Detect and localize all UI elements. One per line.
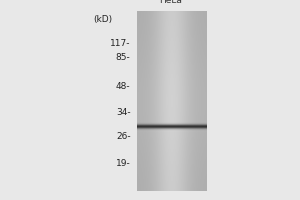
Text: 117-: 117-	[110, 39, 130, 48]
Text: 26-: 26-	[116, 132, 130, 141]
Text: (kD): (kD)	[93, 15, 112, 24]
Text: 19-: 19-	[116, 159, 130, 168]
Text: HeLa: HeLa	[160, 0, 182, 5]
Text: 34-: 34-	[116, 108, 130, 117]
Text: 85-: 85-	[116, 53, 130, 62]
Text: 48-: 48-	[116, 82, 130, 91]
